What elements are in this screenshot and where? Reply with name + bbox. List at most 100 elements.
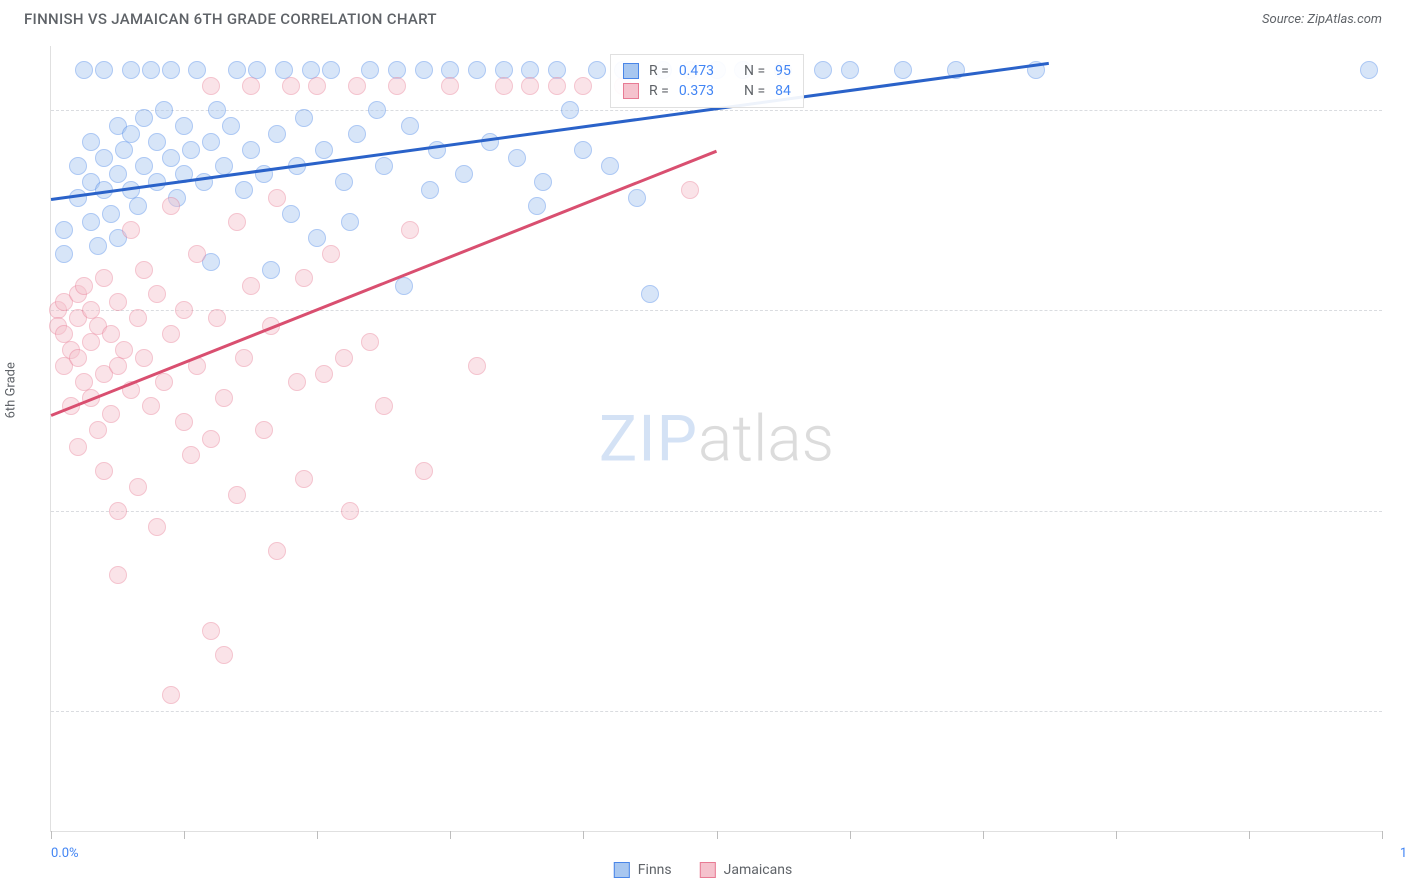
data-point bbox=[129, 309, 147, 327]
data-point bbox=[534, 173, 552, 191]
data-point bbox=[109, 566, 127, 584]
gridline bbox=[51, 310, 1382, 311]
data-point bbox=[162, 197, 180, 215]
data-point bbox=[188, 245, 206, 263]
data-point bbox=[282, 205, 300, 223]
chart-area: 6th Grade ZIPatlas 92.5%95.0%97.5%100.0%… bbox=[50, 46, 1382, 832]
x-tick bbox=[1249, 831, 1250, 839]
data-point bbox=[148, 285, 166, 303]
data-point bbox=[242, 277, 260, 295]
data-point bbox=[235, 181, 253, 199]
data-point bbox=[135, 109, 153, 127]
x-tick bbox=[184, 831, 185, 839]
data-point bbox=[82, 133, 100, 151]
data-point bbox=[95, 149, 113, 167]
n-value: 84 bbox=[775, 83, 791, 99]
data-point bbox=[894, 61, 912, 79]
stats-row: R =0.473N =95 bbox=[623, 61, 791, 81]
data-point bbox=[82, 333, 100, 351]
data-point bbox=[841, 61, 859, 79]
x-tick bbox=[850, 831, 851, 839]
y-axis-title: 6th Grade bbox=[4, 362, 19, 418]
data-point bbox=[228, 213, 246, 231]
data-point bbox=[115, 341, 133, 359]
source-label: Source: ZipAtlas.com bbox=[1262, 12, 1382, 27]
data-point bbox=[222, 117, 240, 135]
data-point bbox=[95, 462, 113, 480]
data-point bbox=[188, 61, 206, 79]
data-point bbox=[295, 269, 313, 287]
data-point bbox=[102, 325, 120, 343]
legend: FinnsJamaicans bbox=[614, 862, 792, 878]
x-tick bbox=[450, 831, 451, 839]
legend-label: Jamaicans bbox=[724, 862, 793, 878]
data-point bbox=[315, 141, 333, 159]
data-point bbox=[295, 470, 313, 488]
data-point bbox=[228, 486, 246, 504]
x-tick bbox=[983, 831, 984, 839]
data-point bbox=[82, 213, 100, 231]
data-point bbox=[322, 61, 340, 79]
y-tick-label: 100.0% bbox=[1392, 103, 1406, 118]
data-point bbox=[202, 430, 220, 448]
data-point bbox=[182, 446, 200, 464]
x-axis-min-label: 0.0% bbox=[51, 846, 79, 861]
data-point bbox=[361, 61, 379, 79]
data-point bbox=[95, 61, 113, 79]
y-tick-label: 92.5% bbox=[1392, 703, 1406, 718]
series-swatch bbox=[623, 83, 639, 99]
data-point bbox=[574, 77, 592, 95]
data-point bbox=[215, 646, 233, 664]
data-point bbox=[75, 61, 93, 79]
data-point bbox=[242, 77, 260, 95]
x-tick bbox=[1382, 831, 1383, 839]
x-axis-max-label: 100.0% bbox=[1400, 846, 1406, 861]
data-point bbox=[335, 349, 353, 367]
data-point bbox=[268, 189, 286, 207]
stats-row: R =0.373N =84 bbox=[623, 81, 791, 101]
trend-line bbox=[51, 150, 717, 417]
data-point bbox=[588, 61, 606, 79]
data-point bbox=[441, 77, 459, 95]
legend-swatch bbox=[700, 862, 716, 878]
data-point bbox=[242, 141, 260, 159]
data-point bbox=[215, 389, 233, 407]
data-point bbox=[361, 333, 379, 351]
data-point bbox=[122, 125, 140, 143]
data-point bbox=[341, 213, 359, 231]
data-point bbox=[182, 141, 200, 159]
watermark: ZIPatlas bbox=[599, 401, 834, 476]
data-point bbox=[129, 478, 147, 496]
legend-swatch bbox=[614, 862, 630, 878]
data-point bbox=[69, 189, 87, 207]
data-point bbox=[508, 149, 526, 167]
data-point bbox=[528, 197, 546, 215]
gridline bbox=[51, 711, 1382, 712]
data-point bbox=[162, 325, 180, 343]
chart-title: FINNISH VS JAMAICAN 6TH GRADE CORRELATIO… bbox=[24, 10, 437, 28]
data-point bbox=[122, 61, 140, 79]
data-point bbox=[115, 141, 133, 159]
series-swatch bbox=[623, 63, 639, 79]
x-tick bbox=[583, 831, 584, 839]
x-tick bbox=[51, 831, 52, 839]
data-point bbox=[148, 133, 166, 151]
data-point bbox=[641, 285, 659, 303]
data-point bbox=[162, 686, 180, 704]
data-point bbox=[102, 205, 120, 223]
data-point bbox=[109, 502, 127, 520]
data-point bbox=[102, 405, 120, 423]
data-point bbox=[814, 61, 832, 79]
data-point bbox=[109, 357, 127, 375]
data-point bbox=[69, 349, 87, 367]
data-point bbox=[401, 221, 419, 239]
data-point bbox=[155, 373, 173, 391]
data-point bbox=[95, 269, 113, 287]
data-point bbox=[455, 165, 473, 183]
gridline bbox=[51, 511, 1382, 512]
r-label: R = bbox=[649, 63, 669, 79]
data-point bbox=[375, 157, 393, 175]
data-point bbox=[109, 293, 127, 311]
chart-header: FINNISH VS JAMAICAN 6TH GRADE CORRELATIO… bbox=[0, 0, 1406, 32]
data-point bbox=[175, 301, 193, 319]
